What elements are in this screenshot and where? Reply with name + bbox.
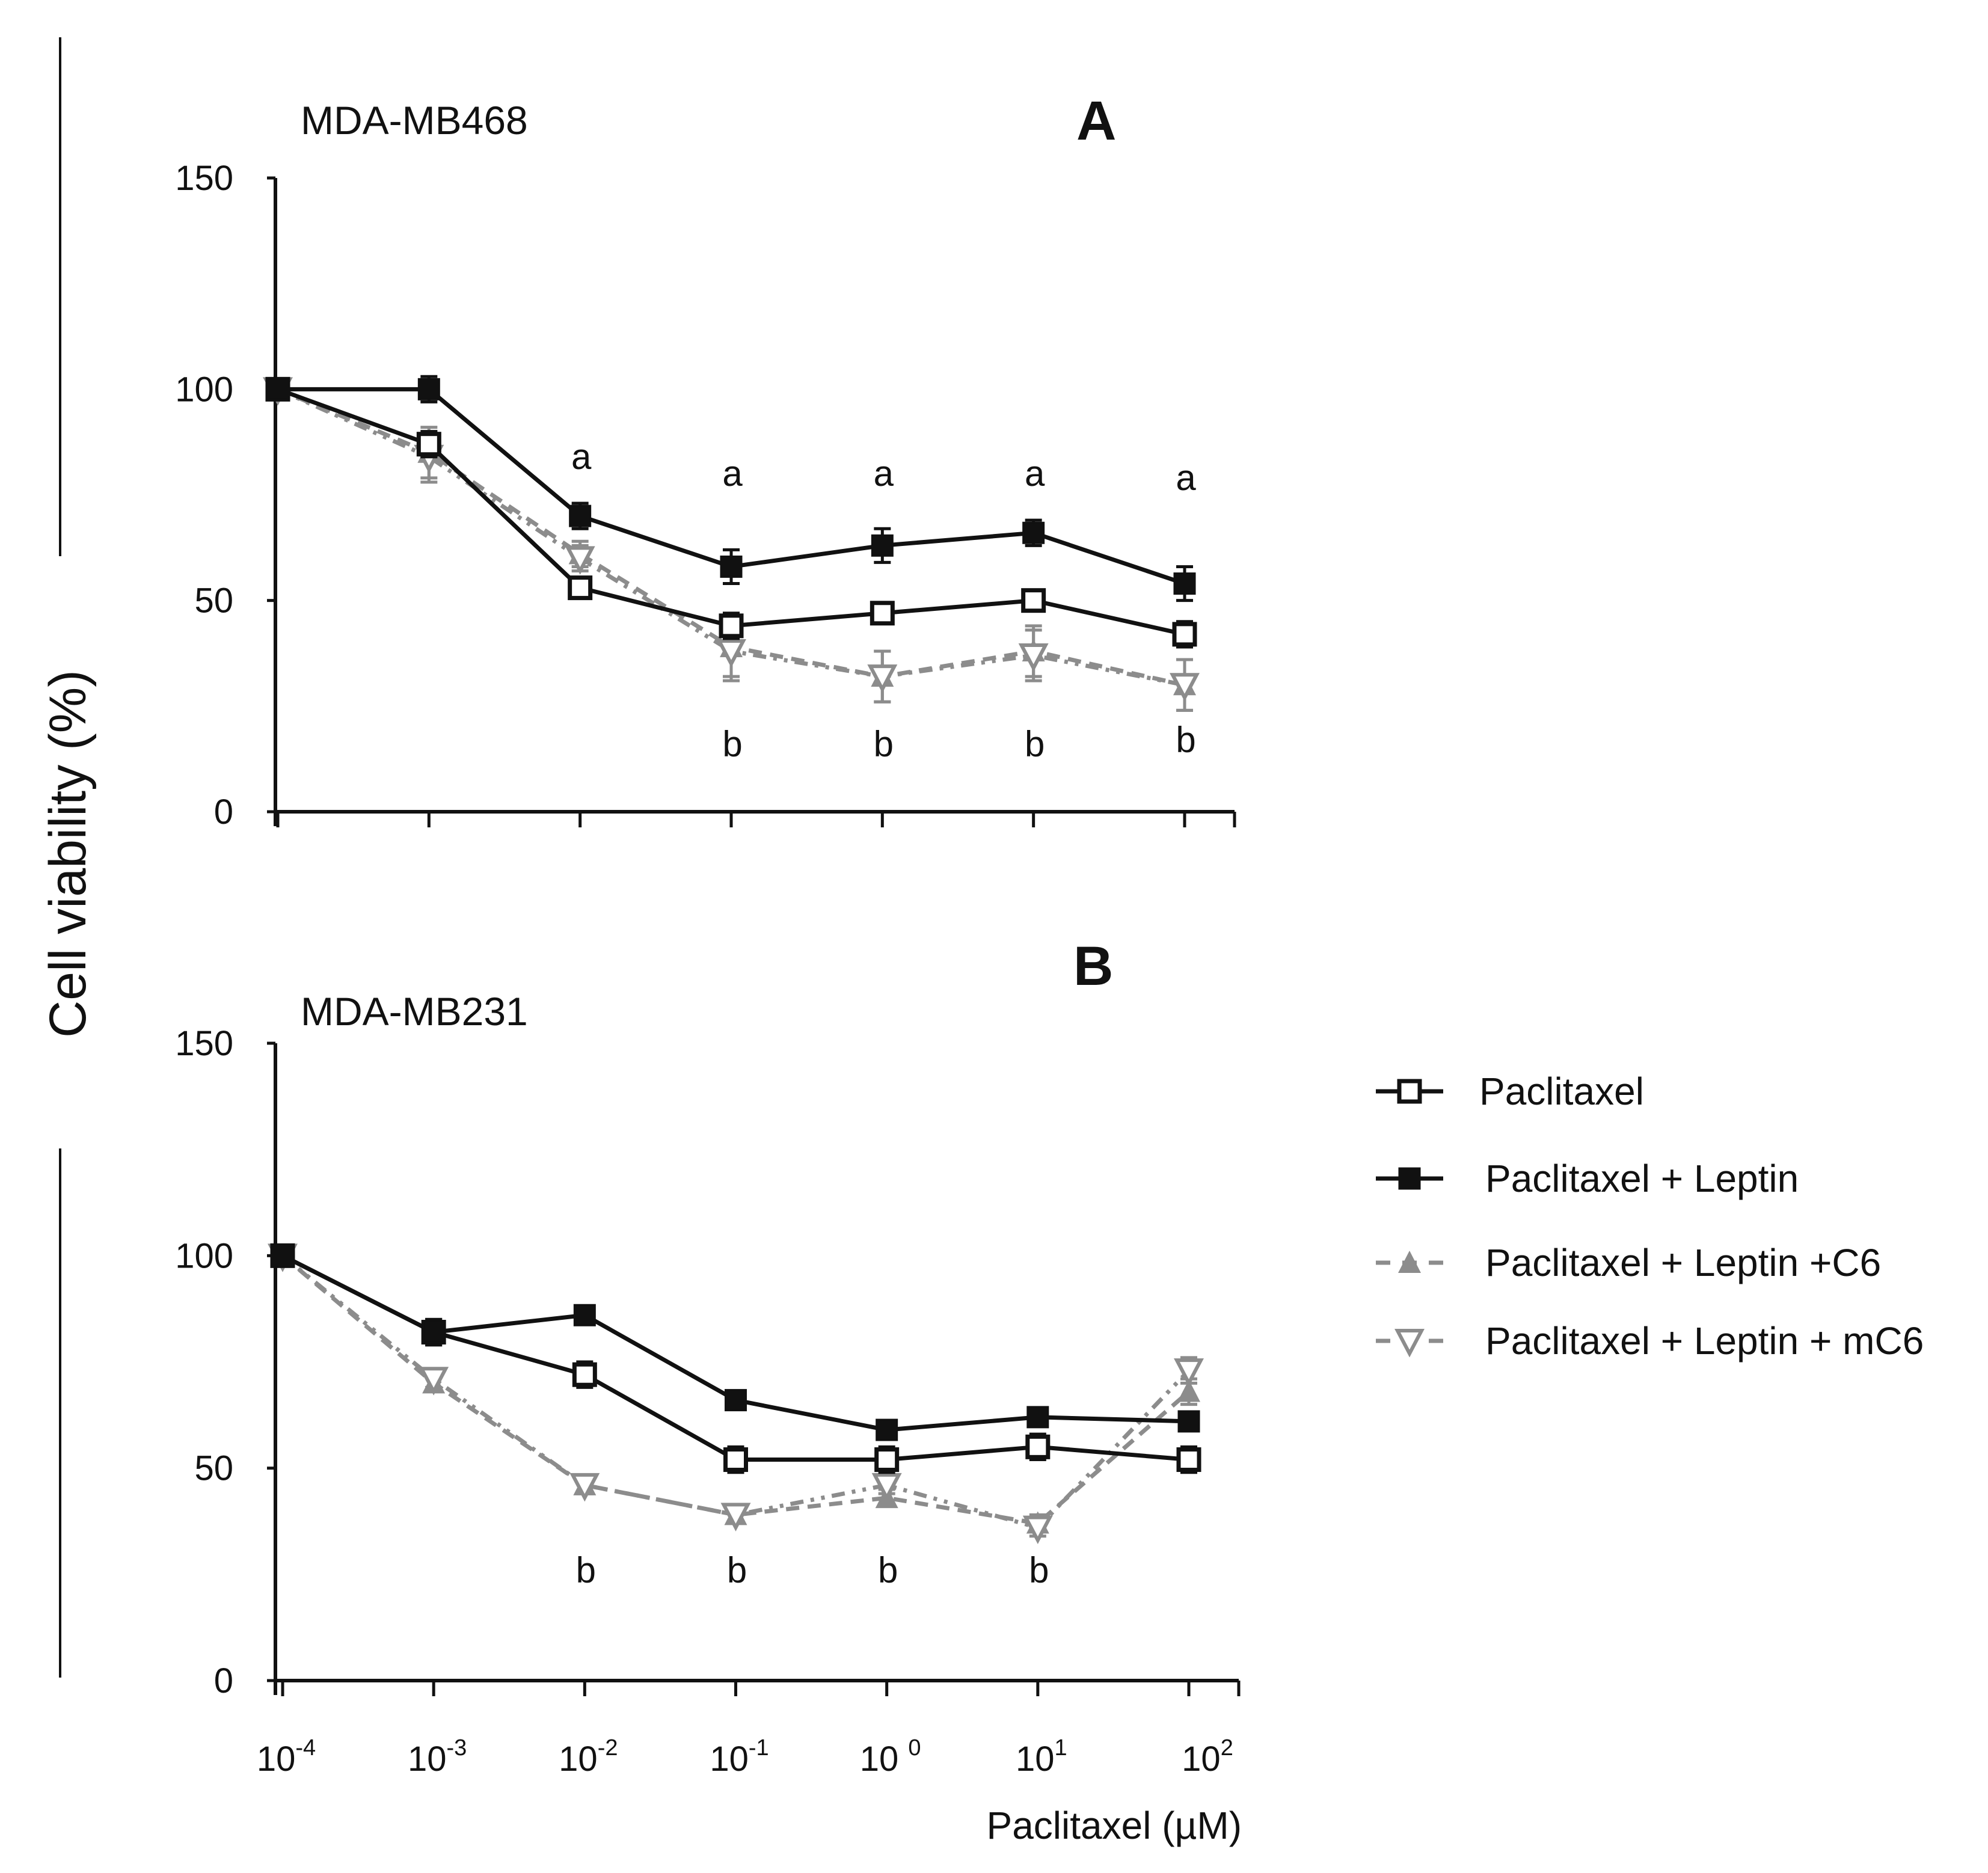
data-point: [1174, 1358, 1204, 1387]
x-tick-label: 102: [1182, 1735, 1233, 1779]
series-1: [271, 1244, 1200, 1441]
x-tick-label: 10-1: [710, 1735, 769, 1779]
significance-label: a: [722, 453, 743, 494]
x-axis-title: Paclitaxel (µM): [987, 1804, 1242, 1847]
significance-label: b: [878, 1550, 898, 1590]
data-point: [719, 613, 744, 639]
y-tick-label: 100: [175, 1236, 233, 1275]
panel-a: MDA-MB468 A 0 50 100 150 a a a a a b b b b: [175, 90, 1236, 832]
significance-label: a: [1025, 453, 1045, 494]
significance-label: a: [874, 453, 894, 494]
significance-label: b: [1029, 1550, 1049, 1590]
legend-marker: [1394, 1329, 1425, 1358]
data-point: [716, 639, 746, 668]
data-point: [568, 575, 593, 601]
significance-label: b: [1025, 724, 1045, 764]
legend-marker: [1397, 1079, 1422, 1104]
series-1: [266, 375, 1196, 602]
data-point: [1177, 1410, 1200, 1433]
data-point: [1018, 643, 1049, 672]
series-0: [270, 1243, 1201, 1474]
data-point: [867, 664, 898, 693]
y-tick-label: 50: [194, 581, 233, 621]
data-point: [871, 534, 894, 557]
y-tick-label: 100: [175, 370, 233, 409]
legend-item: Paclitaxel + Leptin + mC6: [1376, 1319, 1924, 1363]
data-point: [569, 504, 592, 527]
data-point: [1025, 1434, 1051, 1459]
significance-label: b: [727, 1550, 747, 1590]
panel-a-plot: 0 50 100 150 a a a a a b b b b: [175, 159, 1236, 832]
x-tick-label: 10-2: [559, 1735, 618, 1779]
panel-b-letter: B: [1073, 936, 1113, 997]
x-tick-label: 101: [1016, 1735, 1067, 1779]
significance-label: b: [576, 1550, 596, 1590]
panel-a-letter: A: [1076, 90, 1116, 152]
y-tick-label: 50: [194, 1449, 233, 1488]
data-point: [874, 1447, 900, 1473]
data-point: [416, 432, 441, 457]
y-tick-label: 150: [175, 159, 233, 198]
data-point: [1170, 673, 1200, 702]
y-axis-title: Cell viability (%): [39, 670, 97, 1038]
data-point: [876, 1418, 898, 1441]
series-line: [277, 387, 1185, 637]
legend-label: Paclitaxel + Leptin + mC6: [1485, 1319, 1924, 1363]
panel-b-title: MDA-MB231: [301, 989, 528, 1034]
legend-item: Paclitaxel: [1376, 1070, 1644, 1113]
series-3: [263, 377, 1200, 712]
series-0: [265, 376, 1197, 649]
series-2: [271, 1243, 1200, 1534]
legend-label: Paclitaxel + Leptin +C6: [1485, 1241, 1881, 1284]
significance-label: a: [1176, 458, 1196, 498]
data-point: [422, 1321, 445, 1344]
data-point: [870, 601, 895, 626]
data-point: [266, 378, 289, 400]
legend-label: Paclitaxel: [1479, 1070, 1644, 1113]
data-point: [725, 1389, 747, 1412]
data-point: [419, 1367, 449, 1396]
legend-marker: [1398, 1167, 1421, 1190]
data-point: [720, 1503, 751, 1531]
data-point: [871, 1473, 902, 1502]
data-point: [1172, 622, 1197, 647]
series-line: [281, 1254, 1189, 1462]
y-tick-label: 0: [214, 792, 233, 832]
panel-b: MDA-MB231 B 0 50 100 150 10-4 10-3 10-2 10-1 10 …: [175, 936, 1241, 1779]
significance-label: a: [571, 437, 592, 477]
legend: Paclitaxel Paclitaxel + Leptin Paclitaxel …: [1376, 1070, 1924, 1363]
data-point: [1176, 1447, 1201, 1473]
y-tick-label: 0: [214, 1661, 233, 1700]
data-point: [1022, 1515, 1053, 1545]
data-point: [723, 1447, 748, 1473]
legend-item: Paclitaxel + Leptin: [1376, 1157, 1799, 1200]
y-tick-label: 150: [175, 1024, 233, 1063]
data-point: [1022, 521, 1045, 544]
panel-a-title: MDA-MB468: [301, 98, 528, 143]
data-point: [1177, 1379, 1200, 1402]
data-point: [1173, 572, 1196, 595]
significance-label: b: [1176, 720, 1195, 760]
data-point: [572, 1362, 597, 1387]
x-tick-label: 10 0: [860, 1735, 921, 1779]
significance-label: b: [722, 724, 742, 764]
data-point: [565, 546, 595, 575]
data-point: [573, 1304, 596, 1326]
significance-label: b: [874, 724, 894, 764]
legend-label: Paclitaxel + Leptin: [1485, 1157, 1799, 1200]
data-point: [417, 378, 440, 400]
data-point: [569, 1473, 600, 1502]
x-tick-label: 10-3: [408, 1735, 467, 1779]
data-point: [720, 555, 743, 578]
legend-item: Paclitaxel + Leptin +C6: [1376, 1241, 1881, 1284]
legend-marker: [1398, 1251, 1421, 1273]
data-point: [1021, 588, 1046, 613]
data-point: [271, 1244, 294, 1267]
x-tick-label: 10-4: [257, 1735, 316, 1779]
data-point: [1026, 1406, 1049, 1429]
